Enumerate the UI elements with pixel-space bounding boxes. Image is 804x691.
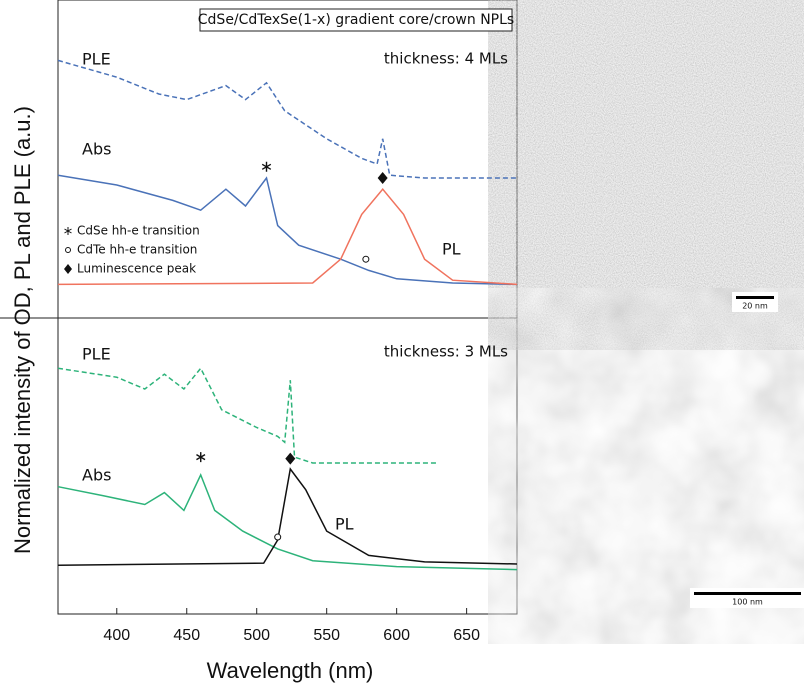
chart-title: CdSe/CdTexSe(1-x) gradient core/crown NP… [198, 12, 514, 28]
figure: CdSe/CdTexSe(1-x) gradient core/crown NP… [0, 0, 804, 691]
legend-symbol [66, 248, 71, 253]
legend-label: CdSe hh-e transition [77, 224, 200, 238]
x-tick-label: 600 [383, 627, 410, 644]
tem-image-top [517, 0, 804, 318]
plot-frame [58, 0, 517, 614]
panel-label: thickness: 3 MLs [384, 343, 508, 361]
x-tick-label: 500 [243, 627, 270, 644]
series-label: PL [335, 515, 354, 534]
legend-label: CdTe hh-e transition [77, 243, 197, 257]
scale-bar-label: 20 nm [742, 302, 768, 311]
legend-label: Luminescence peak [77, 262, 196, 276]
series-label: PL [442, 240, 461, 259]
x-tick-label: 650 [453, 627, 480, 644]
series-label: Abs [82, 140, 111, 159]
x-tick-label: 550 [313, 627, 340, 644]
marker-circle [363, 256, 369, 262]
series-label: PLE [82, 345, 111, 364]
series-label: PLE [82, 50, 111, 69]
marker-circle [275, 534, 281, 540]
y-axis-title: Normalized intensity of OD, PL and PLE (… [10, 106, 35, 554]
scale-bar [736, 296, 774, 299]
scale-bar-label: 100 nm [732, 598, 763, 607]
series-label: Abs [82, 466, 111, 485]
x-axis-title: Wavelength (nm) [207, 658, 374, 683]
x-tick-label: 450 [173, 627, 200, 644]
panel-label: thickness: 4 MLs [384, 50, 508, 68]
x-tick-label: 400 [103, 627, 130, 644]
tem-image-bottom [517, 318, 804, 614]
scale-bar [694, 592, 801, 595]
